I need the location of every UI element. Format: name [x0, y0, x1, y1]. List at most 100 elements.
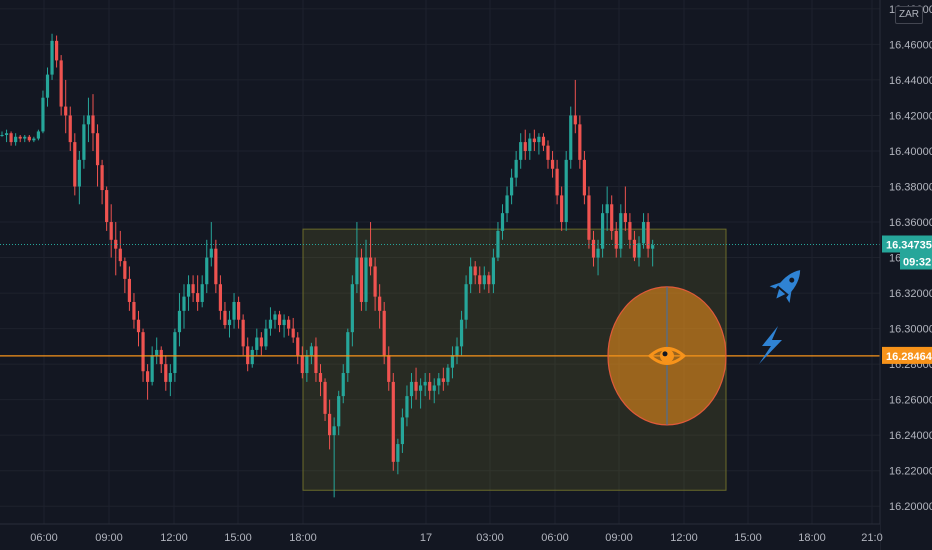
candle-body: [237, 301, 241, 320]
price-tick-label: 16.44000: [889, 75, 932, 87]
candle-body: [482, 275, 486, 285]
candle-body: [287, 319, 291, 329]
lightning-icon[interactable]: [759, 326, 782, 364]
time-tick-label: 18:00: [289, 532, 317, 544]
candle-body: [619, 213, 623, 249]
candle-body: [378, 296, 382, 311]
candle-body: [4, 133, 9, 135]
candle-body: [532, 138, 536, 143]
candle-body: [273, 314, 277, 320]
price-tick-label: 16.40000: [889, 146, 932, 158]
candle-body: [268, 319, 273, 329]
candle-body: [296, 337, 300, 356]
candle-body: [528, 138, 532, 151]
candle-body: [591, 239, 596, 258]
candle-body: [550, 159, 555, 169]
candle-body: [587, 195, 591, 240]
candle-body: [209, 248, 213, 258]
candle-body: [264, 328, 268, 347]
candle-body: [255, 337, 259, 350]
candle-body: [641, 222, 646, 244]
rocket-fins: [769, 282, 792, 304]
candle-body: [214, 248, 218, 285]
price-tick-label: 16.30000: [889, 324, 932, 336]
time-tick-label: 15:00: [224, 532, 252, 544]
price-tick-label: 16.36000: [889, 217, 932, 229]
candle-body: [328, 413, 332, 436]
candle-body: [541, 136, 546, 146]
candle-body: [637, 243, 641, 258]
last-price-badge: [882, 235, 932, 253]
candle-body: [132, 301, 136, 320]
candle-body: [205, 257, 209, 285]
time-tick-label: 21:0: [861, 532, 882, 544]
candle-body: [232, 301, 236, 320]
candle-body: [500, 213, 505, 231]
candle-body: [569, 115, 573, 160]
candle-body: [355, 257, 359, 285]
candle-body: [114, 239, 118, 249]
time-axis-bg: [0, 524, 880, 550]
candle-body: [77, 159, 81, 187]
candle-body: [323, 381, 327, 414]
candle-body: [523, 142, 527, 151]
candle-body: [405, 396, 409, 418]
candle-body: [200, 284, 204, 302]
candle-body: [555, 168, 559, 196]
candle-body: [227, 319, 232, 326]
candle-body: [601, 213, 605, 249]
candle-body: [596, 248, 600, 258]
candle-body: [141, 332, 145, 372]
candlestick-series: [0, 33, 655, 498]
candle-body: [400, 417, 404, 445]
candle-body: [368, 257, 373, 267]
candle-body: [118, 248, 122, 262]
candle-body: [350, 284, 354, 333]
candle-body: [396, 444, 400, 462]
candle-body: [314, 346, 318, 374]
candle-body: [18, 136, 22, 139]
candle-body: [441, 378, 445, 382]
rocket-icon[interactable]: [766, 262, 810, 307]
candle-body: [259, 337, 263, 347]
price-tick-label: 16.22000: [889, 466, 932, 478]
time-axis[interactable]: 06:00 09:00 12:00 15:00 18:00 17 03:00 06:00 09:…: [0, 523, 883, 550]
candle-body: [437, 378, 441, 386]
rocket-window: [789, 277, 795, 283]
candle-body: [614, 230, 618, 249]
candle-body: [45, 74, 50, 98]
last-price-label: 16.34735: [886, 240, 932, 252]
price-axis[interactable]: 16.2000016.2200016.2400016.2600016.28000…: [879, 0, 932, 550]
candle-body: [277, 314, 282, 326]
candle-body: [318, 373, 323, 382]
eye-icon-outline: [647, 346, 687, 365]
price-tick-label: 16.20000: [889, 501, 932, 513]
time-tick-label: 09:00: [605, 532, 633, 544]
candle-body: [73, 142, 77, 187]
hline-price-badge[interactable]: [882, 346, 932, 364]
candle-body: [464, 284, 468, 320]
candle-body: [459, 319, 464, 347]
candle-body: [23, 136, 27, 139]
price-axis-bg: [880, 0, 932, 550]
candle-body: [186, 284, 191, 297]
candle-body: [196, 293, 200, 302]
price-tick-label: 16.26000: [889, 395, 932, 407]
candle-body: [177, 310, 182, 333]
candle-body: [150, 355, 154, 382]
time-tick-label: 18:00: [798, 532, 826, 544]
candle-body: [560, 195, 564, 223]
candle-body: [628, 222, 632, 240]
candle-body: [364, 257, 368, 302]
candle-body: [68, 115, 72, 143]
rocket-body: [778, 270, 801, 295]
candle-body: [573, 115, 577, 125]
hline-price-label: 16.28464: [886, 351, 932, 363]
candle-body: [91, 115, 95, 134]
candle-body: [309, 346, 313, 356]
candle-body: [646, 222, 650, 249]
candle-body: [510, 177, 514, 196]
candle-body: [414, 381, 418, 391]
drawing-markers[interactable]: [607, 262, 810, 426]
